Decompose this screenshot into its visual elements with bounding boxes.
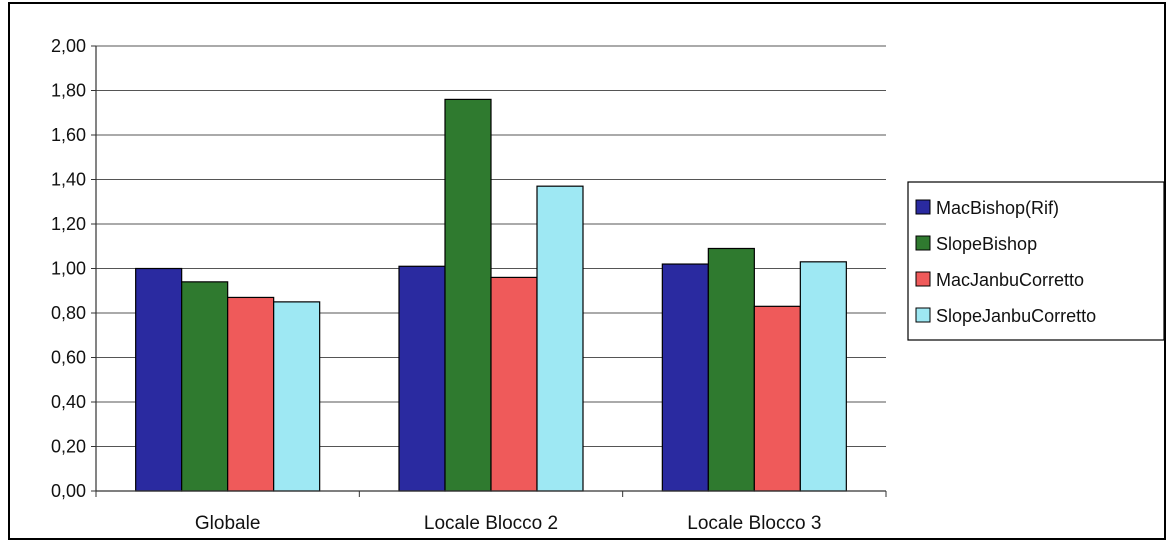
y-tick-label: 0,60 — [51, 348, 86, 368]
bar-macbishop-rif- — [661, 263, 709, 492]
y-tick-label: 0,20 — [51, 437, 86, 457]
bar-macjanbucorretto — [490, 276, 538, 492]
bar-slopebishop — [707, 247, 755, 492]
bar-slopejanbucorretto — [799, 261, 847, 492]
legend-label: MacJanbuCorretto — [936, 270, 1084, 290]
bars — [135, 98, 847, 492]
bar-macbishop-rif- — [135, 267, 183, 492]
legend-label: MacBishop(Rif) — [936, 198, 1059, 218]
y-tick-label: 1,40 — [51, 170, 86, 190]
bar-macbishop-rif- — [398, 265, 446, 492]
bar-macjanbucorretto — [227, 296, 275, 492]
x-category-label: Locale Blocco 3 — [687, 513, 821, 534]
legend-swatch — [915, 271, 931, 287]
y-tick-label: 1,20 — [51, 214, 86, 234]
y-tick-label: 1,60 — [51, 125, 86, 145]
bar-slopebishop — [444, 98, 492, 492]
bar-slopebishop — [181, 281, 229, 492]
y-tick-label: 2,00 — [51, 36, 86, 56]
legend-label: SlopeJanbuCorretto — [936, 306, 1096, 326]
legend-swatch — [915, 199, 931, 215]
y-tick-label: 0,00 — [51, 481, 86, 501]
legend-label: SlopeBishop — [936, 234, 1037, 254]
bar-slopejanbucorretto — [536, 185, 584, 492]
y-tick-label: 1,00 — [51, 259, 86, 279]
x-category-label: Locale Blocco 2 — [424, 513, 558, 534]
bar-slopejanbucorretto — [273, 301, 321, 492]
bar-macjanbucorretto — [753, 305, 801, 492]
legend-box — [907, 181, 1165, 341]
legend-swatch — [915, 307, 931, 323]
legend: MacBishop(Rif) SlopeBishop MacJanbuCorrett… — [907, 181, 1165, 341]
y-tick-label: 0,80 — [51, 303, 86, 323]
y-tick-label: 0,40 — [51, 392, 86, 412]
x-category-label: Globale — [195, 513, 261, 534]
legend-swatch — [915, 235, 931, 251]
y-tick-label: 1,80 — [51, 81, 86, 101]
axes: 0,00 0,20 0,40 0,60 0,80 1,00 1,20 1,40 1,60 1,80… — [51, 36, 887, 534]
